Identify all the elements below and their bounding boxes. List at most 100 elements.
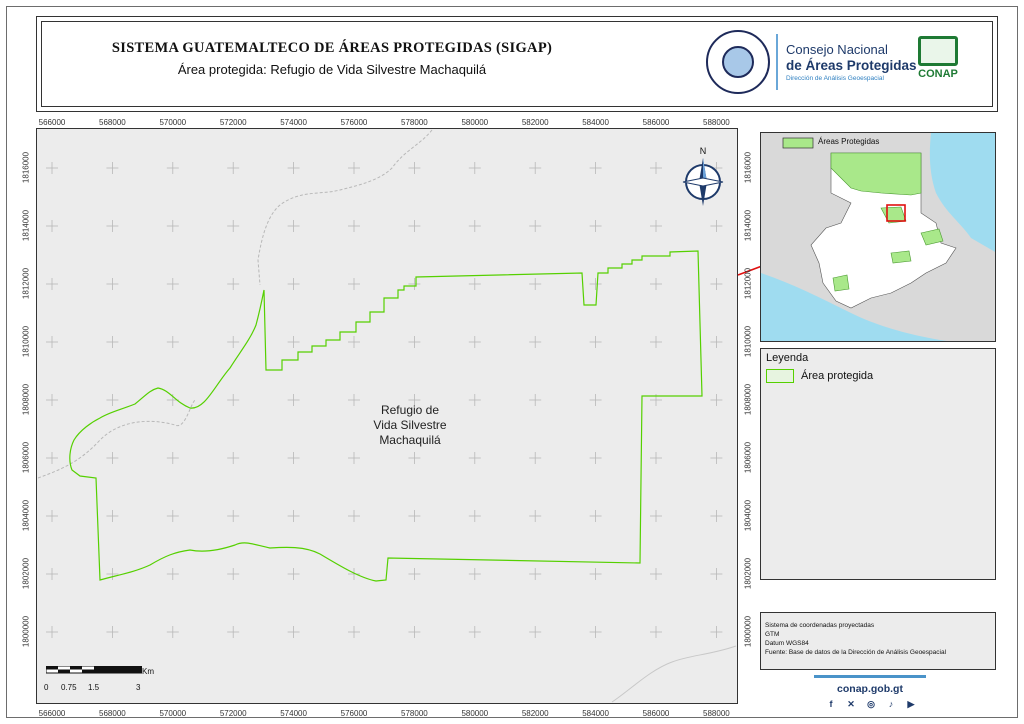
scale-label-0: 0 — [44, 683, 49, 692]
river-south — [611, 645, 737, 703]
guatemala-seal-logo — [706, 30, 770, 94]
x-tick-bottom-568000: 568000 — [99, 709, 126, 718]
y-tick-left-1814000: 1814000 — [21, 209, 31, 242]
scale-label-1: 0.75 — [61, 683, 77, 692]
org-name-line2: de Áreas Protegidas — [786, 58, 917, 73]
y-tick-left-1806000: 1806000 — [21, 441, 31, 474]
inset-legend-swatch — [782, 137, 814, 149]
info-line-3: Datum WGS84 — [765, 640, 809, 647]
y-tick-right-1804000: 1804000 — [743, 499, 753, 532]
legend-panel: Leyenda Área protegida — [760, 348, 996, 580]
footer-website-link[interactable]: conap.gob.gt — [837, 683, 903, 695]
x-tick-bottom-572000: 572000 — [219, 709, 247, 718]
y-tick-left-1804000: 1804000 — [21, 499, 31, 532]
y-tick-right-1802000: 1802000 — [743, 557, 753, 590]
x-tick-top-570000: 570000 — [159, 118, 187, 127]
inset-highlight-box — [886, 204, 906, 222]
inset-pacific-water — [761, 273, 947, 341]
x-icon[interactable]: ✕ — [847, 699, 855, 709]
protected-area-label: Refugio de Vida Silvestre Machaquilá — [340, 403, 480, 448]
y-tick-right-1800000: 1800000 — [743, 615, 753, 648]
inset-caribbean-water — [929, 133, 995, 252]
main-map-frame[interactable] — [36, 128, 738, 704]
header-inner: SISTEMA GUATEMALTECO DE ÁREAS PROTEGIDAS… — [41, 21, 993, 107]
x-tick-top-578000: 578000 — [401, 118, 428, 127]
x-tick-top-580000: 580000 — [461, 118, 489, 127]
x-tick-top-582000: 582000 — [521, 118, 549, 127]
seal-emblem-icon — [722, 46, 754, 78]
y-tick-right-1810000: 1810000 — [743, 325, 753, 358]
inset-legend-label: Áreas Protegidas — [818, 137, 880, 146]
x-tick-bottom-566000: 566000 — [38, 709, 66, 718]
x-tick-top-566000: 566000 — [38, 118, 66, 127]
y-tick-right-1808000: 1808000 — [743, 383, 753, 416]
scale-bar — [46, 666, 142, 674]
coordinate-info-box: Sistema de coordenadas proyectadas GTM D… — [760, 612, 996, 670]
x-tick-bottom-582000: 582000 — [521, 709, 549, 718]
header-frame: SISTEMA GUATEMALTECO DE ÁREAS PROTEGIDAS… — [36, 16, 998, 112]
facebook-icon[interactable]: f — [829, 699, 833, 709]
tiktok-icon[interactable]: ♪ — [888, 699, 894, 709]
org-department: Dirección de Análisis Geoespacial — [786, 75, 884, 82]
legend-item-label: Área protegida — [801, 370, 874, 382]
info-line-4: Fuente: Base de datos de la Dirección de… — [765, 649, 947, 656]
protected-area-boundary[interactable] — [69, 250, 703, 582]
x-tick-bottom-584000: 584000 — [582, 709, 609, 718]
map-subtitle: Área protegida: Refugio de Vida Silvestr… — [177, 62, 487, 77]
river-west — [37, 399, 196, 479]
map-title: SISTEMA GUATEMALTECO DE ÁREAS PROTEGIDAS… — [111, 40, 553, 56]
conap-logo-text: CONAP — [918, 68, 958, 80]
legend-title: Leyenda — [766, 352, 809, 364]
y-tick-right-1812000: 1812000 — [743, 267, 753, 300]
area-label-line3: Machaquilá — [379, 433, 441, 447]
x-tick-top-568000: 568000 — [99, 118, 126, 127]
legend-swatch — [766, 369, 794, 383]
inset-locator-map[interactable] — [760, 132, 996, 342]
x-tick-top-586000: 586000 — [642, 118, 670, 127]
inset-protected-west — [832, 274, 850, 292]
y-tick-right-1806000: 1806000 — [743, 441, 753, 474]
y-tick-left-1800000: 1800000 — [21, 615, 31, 648]
scale-label-3: 3 — [136, 683, 141, 692]
x-tick-top-572000: 572000 — [219, 118, 247, 127]
conap-logo-icon — [918, 36, 958, 66]
x-tick-bottom-580000: 580000 — [461, 709, 489, 718]
info-line-2: GTM — [765, 631, 780, 638]
inset-protected-east — [920, 228, 944, 246]
inset-map-canvas — [761, 133, 995, 341]
info-line-1: Sistema de coordenadas proyectadas — [765, 622, 875, 629]
x-tick-bottom-574000: 574000 — [280, 709, 307, 718]
inset-protected-center — [890, 250, 912, 264]
north-label: N — [700, 146, 707, 156]
map-background — [37, 129, 737, 703]
x-tick-bottom-588000: 588000 — [703, 709, 730, 718]
y-tick-left-1810000: 1810000 — [21, 325, 31, 358]
y-tick-right-1814000: 1814000 — [743, 209, 753, 242]
x-tick-top-576000: 576000 — [340, 118, 368, 127]
x-tick-top-584000: 584000 — [582, 118, 609, 127]
y-tick-right-1816000: 1816000 — [743, 151, 753, 184]
area-label-line2: Vida Silvestre — [373, 418, 447, 432]
x-tick-bottom-576000: 576000 — [340, 709, 368, 718]
logo-divider — [776, 34, 778, 90]
y-tick-left-1808000: 1808000 — [21, 383, 31, 416]
area-label-line1: Refugio de — [380, 403, 440, 417]
x-tick-bottom-578000: 578000 — [401, 709, 428, 718]
y-tick-left-1802000: 1802000 — [21, 557, 31, 590]
scale-unit: Km — [142, 667, 154, 676]
x-tick-top-588000: 588000 — [703, 118, 730, 127]
river-north — [257, 129, 433, 286]
x-tick-top-574000: 574000 — [280, 118, 307, 127]
org-name-line1: Consejo Nacional — [786, 42, 888, 57]
north-arrow-icon: N — [682, 146, 724, 206]
y-tick-left-1816000: 1816000 — [21, 151, 31, 184]
footer-divider — [814, 675, 926, 678]
social-icons: f ✕ ◎ ♪ ▶ — [824, 698, 918, 710]
y-tick-left-1812000: 1812000 — [21, 267, 31, 300]
scale-label-2: 1.5 — [88, 683, 100, 692]
inset-protected-north — [830, 152, 922, 196]
map-sheet — [6, 6, 1018, 718]
youtube-icon[interactable]: ▶ — [907, 699, 915, 709]
instagram-icon[interactable]: ◎ — [867, 699, 875, 709]
